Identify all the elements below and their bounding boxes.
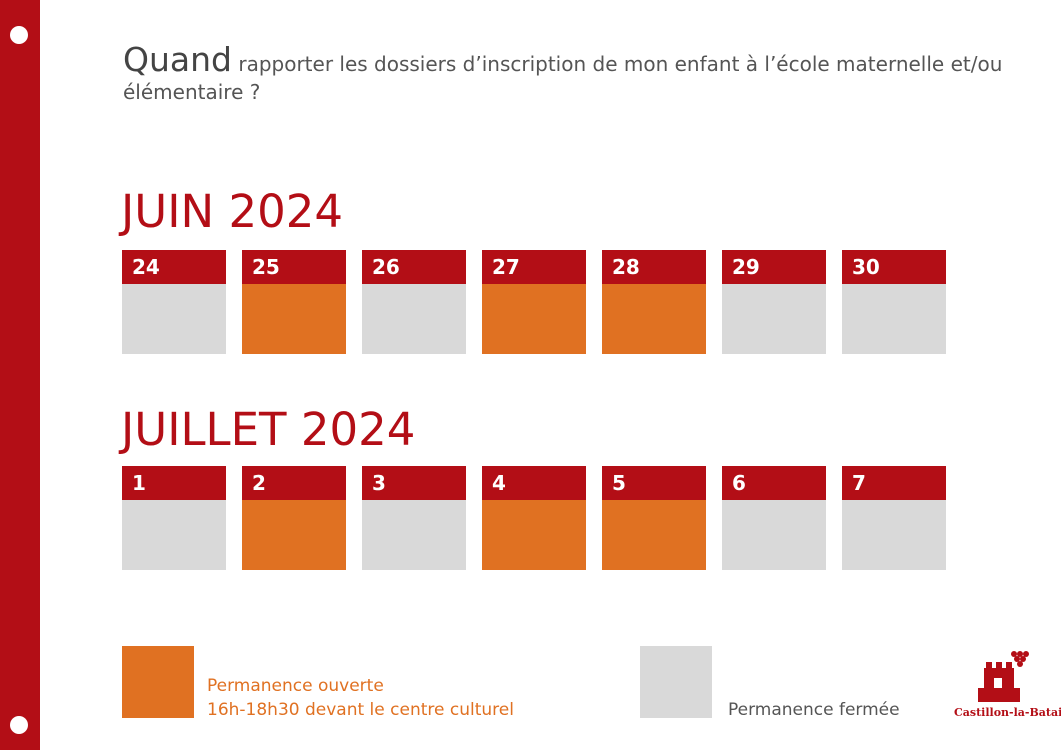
day-status-fermee [842,284,946,354]
logo-text: Castillon-la-Bataille [954,706,1061,719]
day-number: 28 [602,250,706,284]
day-status-fermee [722,284,826,354]
legend-open-label: Permanence ouverte 16h-18h30 devant le c… [207,674,514,722]
day-number: 1 [122,466,226,500]
day-number: 24 [122,250,226,284]
day-status-ouverte [602,500,706,570]
day-status-ouverte [482,500,586,570]
title-lead: Quand [123,40,232,79]
title-rest: rapporter les dossiers d’inscription de … [123,52,1003,104]
day-status-fermee [122,284,226,354]
day-number: 25 [242,250,346,284]
day-status-fermee [362,500,466,570]
day-number: 27 [482,250,586,284]
legend-open-line2: 16h-18h30 devant le centre culturel [207,700,514,720]
day-cell-1: 1 [122,466,226,570]
day-number: 3 [362,466,466,500]
day-number: 30 [842,250,946,284]
day-status-fermee [122,500,226,570]
day-cell-25: 25 [242,250,346,354]
day-cell-29: 29 [722,250,826,354]
day-status-ouverte [602,284,706,354]
day-number: 2 [242,466,346,500]
day-cell-4: 4 [482,466,586,570]
calendar-row-june: 24 25 26 27 28 29 30 [122,250,952,354]
month-heading-july: JUILLET 2024 [121,403,416,456]
legend-closed-label: Permanence fermée [728,700,900,720]
binding-hole-top [10,26,28,44]
day-cell-5: 5 [602,466,706,570]
page-title: Quand rapporter les dossiers d’inscripti… [123,43,1023,106]
legend-swatch-closed [640,646,712,718]
day-cell-27: 27 [482,250,586,354]
day-status-fermee [842,500,946,570]
day-cell-6: 6 [722,466,826,570]
day-number: 4 [482,466,586,500]
left-binding-band [0,0,40,750]
day-number: 26 [362,250,466,284]
month-heading-june: JUIN 2024 [121,185,343,238]
legend-open-line1: Permanence ouverte [207,676,384,696]
day-status-ouverte [242,284,346,354]
castle-grapes-icon [978,651,1029,702]
day-status-fermee [722,500,826,570]
day-status-ouverte [242,500,346,570]
day-number: 5 [602,466,706,500]
day-number: 6 [722,466,826,500]
day-cell-2: 2 [242,466,346,570]
day-cell-3: 3 [362,466,466,570]
day-cell-7: 7 [842,466,946,570]
day-status-fermee [362,284,466,354]
day-cell-28: 28 [602,250,706,354]
binding-hole-bottom [10,716,28,734]
day-cell-30: 30 [842,250,946,354]
day-number: 7 [842,466,946,500]
day-status-ouverte [482,284,586,354]
day-number: 29 [722,250,826,284]
day-cell-26: 26 [362,250,466,354]
legend-swatch-open [122,646,194,718]
day-cell-24: 24 [122,250,226,354]
